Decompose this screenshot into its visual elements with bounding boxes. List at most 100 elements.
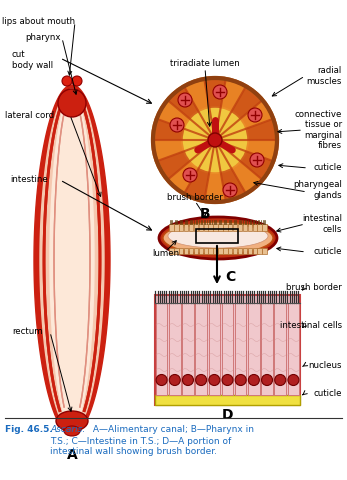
Wedge shape [215, 140, 261, 192]
Wedge shape [215, 140, 275, 160]
Text: A: A [67, 448, 77, 462]
Bar [223, 224, 228, 231]
Ellipse shape [58, 89, 86, 117]
Bar [204, 248, 208, 254]
Bar [223, 248, 228, 254]
Bar [288, 303, 299, 395]
Bar [184, 224, 188, 231]
Bar [156, 303, 167, 395]
Circle shape [156, 374, 167, 385]
Bar [228, 248, 232, 254]
Ellipse shape [159, 217, 277, 259]
Bar [228, 224, 232, 231]
Ellipse shape [208, 133, 222, 147]
Bar [174, 248, 178, 254]
Bar [257, 248, 262, 254]
Text: cuticle: cuticle [313, 164, 342, 172]
Bar [189, 224, 193, 231]
Bar [261, 303, 273, 395]
Circle shape [183, 108, 247, 172]
Bar [248, 303, 260, 395]
Wedge shape [215, 81, 245, 140]
Circle shape [196, 374, 206, 385]
Polygon shape [50, 93, 94, 427]
Wedge shape [215, 101, 271, 140]
Text: cuticle: cuticle [313, 388, 342, 397]
Wedge shape [159, 140, 215, 179]
Bar [169, 248, 174, 254]
Text: B: B [200, 207, 210, 221]
Wedge shape [185, 140, 215, 199]
Bar [196, 229, 238, 243]
Bar [194, 248, 198, 254]
Circle shape [153, 78, 277, 202]
Wedge shape [185, 81, 215, 140]
Bar [233, 248, 237, 254]
Circle shape [223, 183, 237, 197]
Text: intestinal cells: intestinal cells [280, 321, 342, 329]
Text: lumen: lumen [152, 250, 179, 259]
Bar [169, 224, 174, 231]
Wedge shape [169, 88, 215, 140]
Text: lateral cord: lateral cord [5, 110, 54, 120]
Bar [204, 224, 208, 231]
Bar [253, 248, 257, 254]
Bar [274, 303, 286, 395]
Text: intestinal wall showing brush border.: intestinal wall showing brush border. [50, 447, 217, 456]
Bar [182, 303, 194, 395]
Circle shape [248, 374, 259, 385]
Bar [257, 224, 262, 231]
Wedge shape [155, 120, 215, 140]
Wedge shape [159, 101, 215, 140]
Wedge shape [215, 120, 275, 140]
Circle shape [183, 168, 197, 182]
Bar [248, 248, 252, 254]
Circle shape [248, 108, 262, 122]
Text: triradiate lumen: triradiate lumen [170, 60, 240, 69]
Bar [248, 224, 252, 231]
Wedge shape [155, 140, 215, 160]
Bar [179, 248, 184, 254]
Bar [209, 224, 213, 231]
Bar [199, 248, 203, 254]
Text: Fig. 46.5.: Fig. 46.5. [5, 425, 53, 434]
Circle shape [275, 374, 286, 385]
Text: connective
tissue or
marginal
fibres: connective tissue or marginal fibres [295, 110, 342, 150]
Text: Ascaris.: Ascaris. [50, 425, 85, 434]
Circle shape [288, 374, 299, 385]
Circle shape [178, 93, 192, 107]
Ellipse shape [163, 222, 273, 254]
Wedge shape [215, 140, 245, 199]
Text: pharynx: pharynx [25, 34, 60, 43]
Bar [155, 295, 300, 405]
Bar [233, 224, 237, 231]
Circle shape [169, 374, 180, 385]
Wedge shape [169, 140, 215, 192]
Circle shape [62, 76, 72, 86]
Text: radial
muscles: radial muscles [307, 66, 342, 86]
Wedge shape [205, 140, 226, 200]
Text: brush border: brush border [167, 192, 223, 202]
Circle shape [262, 374, 272, 385]
Ellipse shape [56, 411, 88, 431]
Circle shape [72, 76, 82, 86]
Bar [262, 224, 267, 231]
Bar [209, 248, 213, 254]
Bar [218, 224, 222, 231]
Text: nucleus: nucleus [308, 360, 342, 370]
Ellipse shape [168, 224, 268, 248]
Circle shape [170, 118, 184, 132]
Bar [155, 395, 300, 405]
Bar [243, 224, 247, 231]
Bar [169, 303, 180, 395]
Bar [209, 303, 220, 395]
Ellipse shape [64, 426, 80, 436]
Text: T.S.; C—Intestine in T.S.; D—A portion of: T.S.; C—Intestine in T.S.; D—A portion o… [50, 436, 231, 445]
Bar [174, 224, 178, 231]
Text: rectum: rectum [12, 327, 43, 336]
Text: cuticle: cuticle [313, 248, 342, 256]
Bar [238, 248, 242, 254]
Circle shape [222, 374, 233, 385]
Bar [218, 248, 222, 254]
Text: D: D [222, 408, 233, 422]
